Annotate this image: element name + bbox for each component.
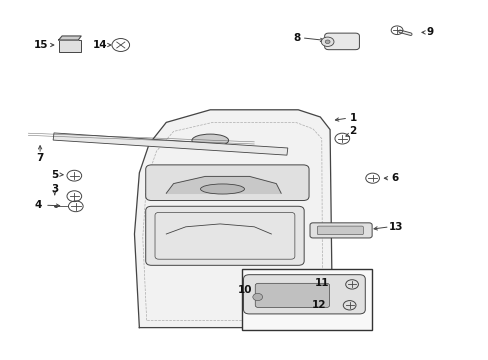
FancyBboxPatch shape — [309, 223, 371, 238]
FancyBboxPatch shape — [145, 165, 308, 201]
Circle shape — [325, 40, 329, 44]
Text: 8: 8 — [293, 33, 300, 43]
Polygon shape — [59, 36, 81, 40]
Text: 2: 2 — [349, 126, 356, 136]
Text: 12: 12 — [311, 300, 325, 310]
Text: 6: 6 — [391, 173, 398, 183]
Text: 9: 9 — [426, 27, 433, 37]
FancyBboxPatch shape — [324, 33, 359, 50]
Polygon shape — [134, 110, 332, 328]
Text: 1: 1 — [349, 113, 356, 123]
FancyBboxPatch shape — [53, 133, 287, 155]
Text: 5: 5 — [51, 170, 58, 180]
Text: 11: 11 — [314, 278, 328, 288]
Text: 14: 14 — [93, 40, 107, 50]
FancyBboxPatch shape — [243, 275, 365, 314]
Bar — [242, 269, 371, 330]
Text: 7: 7 — [36, 153, 44, 163]
FancyBboxPatch shape — [59, 40, 81, 52]
FancyBboxPatch shape — [145, 206, 304, 265]
Text: 10: 10 — [238, 285, 252, 295]
Text: 13: 13 — [388, 222, 403, 232]
Circle shape — [321, 37, 333, 46]
Ellipse shape — [191, 134, 228, 147]
Circle shape — [252, 293, 262, 301]
FancyBboxPatch shape — [255, 283, 329, 307]
FancyBboxPatch shape — [317, 226, 363, 235]
Ellipse shape — [200, 184, 244, 194]
Polygon shape — [166, 176, 281, 193]
Text: 3: 3 — [51, 184, 58, 194]
Text: 15: 15 — [33, 40, 48, 50]
Text: 4: 4 — [34, 200, 42, 210]
